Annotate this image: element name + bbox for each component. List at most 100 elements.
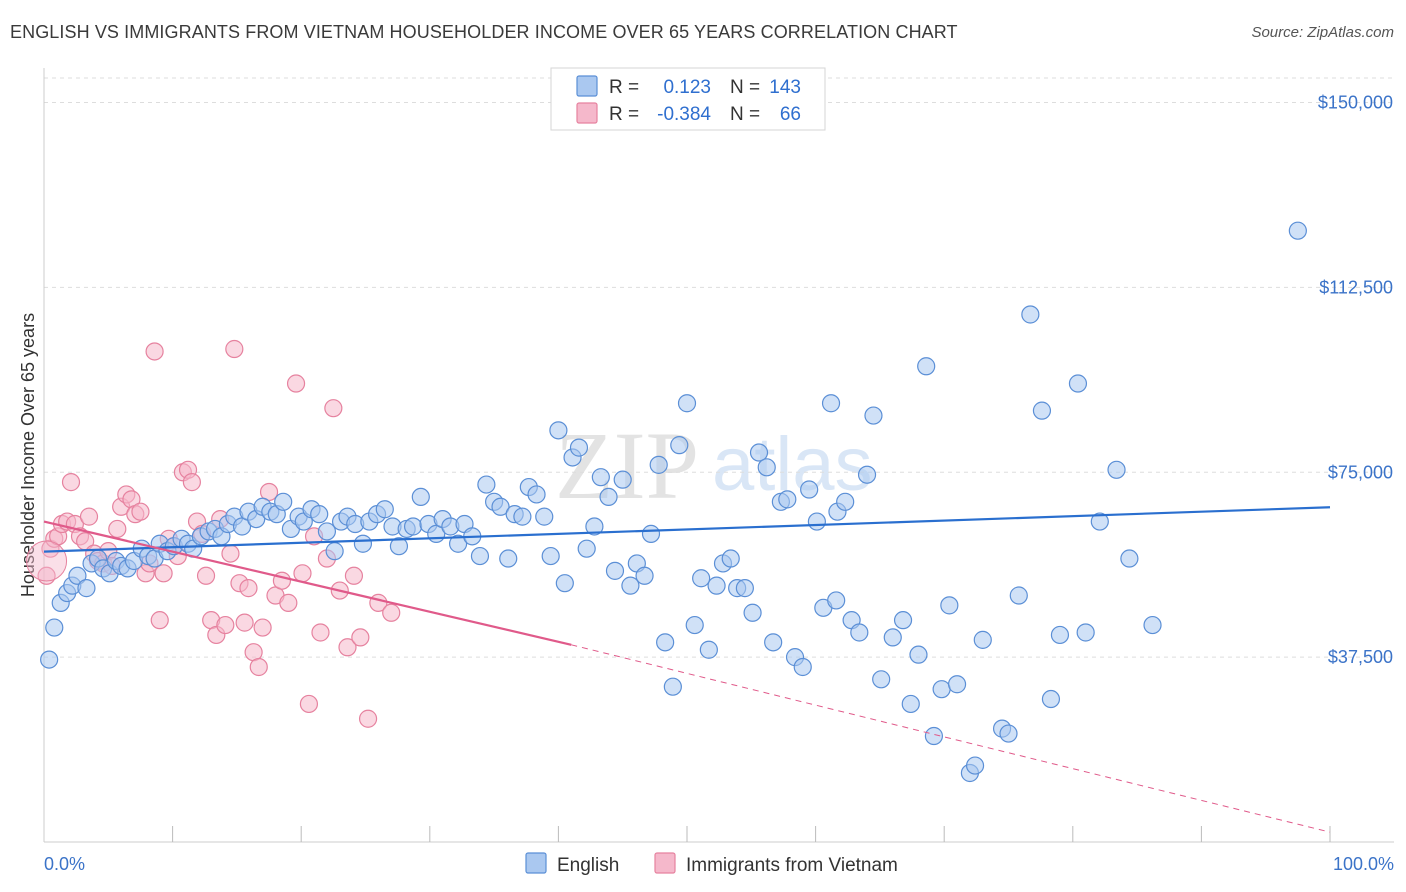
english-point bbox=[513, 507, 532, 526]
vietnam-point bbox=[279, 593, 298, 612]
vietnam-point bbox=[37, 566, 56, 585]
english-point bbox=[317, 522, 337, 541]
x-tick-label-min: 0.0% bbox=[44, 854, 85, 874]
english-point bbox=[656, 633, 675, 652]
english-point bbox=[541, 546, 560, 566]
vietnam-point bbox=[239, 579, 258, 598]
vietnam-point bbox=[108, 519, 127, 539]
vietnam-point bbox=[216, 615, 235, 635]
stats-english-swatch bbox=[576, 75, 598, 97]
vietnam-point bbox=[253, 618, 272, 637]
english-point bbox=[1076, 623, 1095, 642]
legend: English Immigrants from Vietnam bbox=[525, 852, 898, 876]
stats-vietnam-swatch bbox=[576, 102, 598, 124]
stats-english-n-value: 143 bbox=[769, 77, 801, 98]
english-point bbox=[40, 650, 59, 669]
english-point bbox=[893, 611, 913, 630]
vietnam-point bbox=[338, 638, 357, 657]
y-tick-labels: $37,500 $75,000 $112,500 $150,000 bbox=[1318, 93, 1393, 668]
vietnam-point bbox=[358, 709, 378, 728]
vietnam-point bbox=[131, 502, 150, 521]
english-point bbox=[325, 542, 344, 561]
stats-english-r-value: 0.123 bbox=[663, 77, 711, 98]
y-tick-label: $150,000 bbox=[1318, 93, 1393, 113]
english-point bbox=[909, 645, 928, 664]
english-point bbox=[375, 500, 394, 519]
english-point bbox=[411, 487, 430, 507]
english-point bbox=[1021, 305, 1040, 324]
vietnam-point bbox=[61, 473, 81, 492]
vietnam-point bbox=[344, 566, 364, 585]
trend-lines bbox=[43, 506, 1331, 833]
vietnam-trend-line bbox=[43, 520, 572, 646]
english-point bbox=[499, 549, 518, 568]
stats-vietnam-r-label: R = bbox=[609, 104, 639, 125]
english-point bbox=[77, 579, 96, 598]
english-point bbox=[1050, 625, 1070, 645]
english-point bbox=[535, 507, 554, 526]
vietnam-point bbox=[154, 564, 173, 583]
english-point bbox=[699, 640, 718, 659]
english-point bbox=[577, 539, 596, 558]
english-point bbox=[403, 517, 423, 536]
english-point bbox=[947, 675, 967, 694]
vietnam-point bbox=[196, 566, 216, 585]
english-point bbox=[591, 468, 610, 487]
english-point bbox=[685, 615, 704, 635]
english-point bbox=[872, 670, 891, 689]
english-point bbox=[800, 480, 819, 499]
y-tick-label: $112,500 bbox=[1319, 277, 1393, 297]
english-point bbox=[549, 421, 568, 440]
english-point bbox=[613, 470, 632, 489]
english-point bbox=[1107, 460, 1126, 479]
series-english-points bbox=[40, 221, 1307, 783]
english-point bbox=[1090, 512, 1109, 531]
stats-english-n-label: N = bbox=[730, 77, 760, 98]
y-axis-title: Householder Income Over 65 years bbox=[18, 313, 38, 597]
vietnam-point bbox=[235, 613, 254, 632]
vietnam-point bbox=[382, 603, 401, 622]
english-point bbox=[965, 756, 985, 775]
english-point bbox=[605, 561, 625, 580]
x-ticks bbox=[172, 826, 1331, 842]
chart-title: ENGLISH VS IMMIGRANTS FROM VIETNAM HOUSE… bbox=[10, 22, 958, 42]
english-point bbox=[45, 618, 64, 637]
english-point bbox=[692, 569, 711, 588]
english-point bbox=[764, 633, 783, 652]
legend-english-label: English bbox=[557, 855, 619, 876]
vietnam-point bbox=[145, 342, 164, 361]
english-point bbox=[310, 505, 329, 524]
legend-english-swatch bbox=[525, 852, 547, 874]
english-point bbox=[743, 603, 762, 622]
english-point bbox=[1032, 401, 1052, 420]
vietnam-point bbox=[299, 694, 319, 714]
vietnam-point bbox=[351, 628, 370, 647]
english-point bbox=[569, 438, 589, 457]
english-point bbox=[924, 726, 944, 746]
vietnam-point bbox=[293, 564, 312, 583]
english-point bbox=[857, 465, 877, 484]
watermark-zip: ZIP bbox=[555, 412, 699, 519]
y-tick-label: $37,500 bbox=[1328, 647, 1393, 667]
english-point bbox=[850, 623, 869, 642]
vietnam-point bbox=[311, 623, 330, 642]
english-point bbox=[677, 394, 697, 413]
english-point bbox=[635, 566, 654, 585]
english-point bbox=[793, 657, 812, 677]
english-point bbox=[973, 630, 992, 649]
english-point bbox=[585, 517, 604, 536]
english-point bbox=[274, 492, 293, 511]
english-point bbox=[448, 534, 468, 553]
vietnam-point bbox=[221, 544, 240, 563]
english-point bbox=[527, 485, 546, 504]
english-point bbox=[749, 443, 769, 462]
vietnam-point bbox=[182, 473, 201, 492]
english-point bbox=[68, 566, 87, 585]
english-point bbox=[477, 475, 496, 494]
vietnam-point bbox=[324, 399, 343, 418]
english-point bbox=[932, 680, 951, 699]
english-point bbox=[721, 549, 740, 568]
stats-vietnam-r-value: -0.384 bbox=[657, 104, 711, 125]
english-point bbox=[807, 512, 826, 531]
english-point bbox=[621, 576, 640, 595]
